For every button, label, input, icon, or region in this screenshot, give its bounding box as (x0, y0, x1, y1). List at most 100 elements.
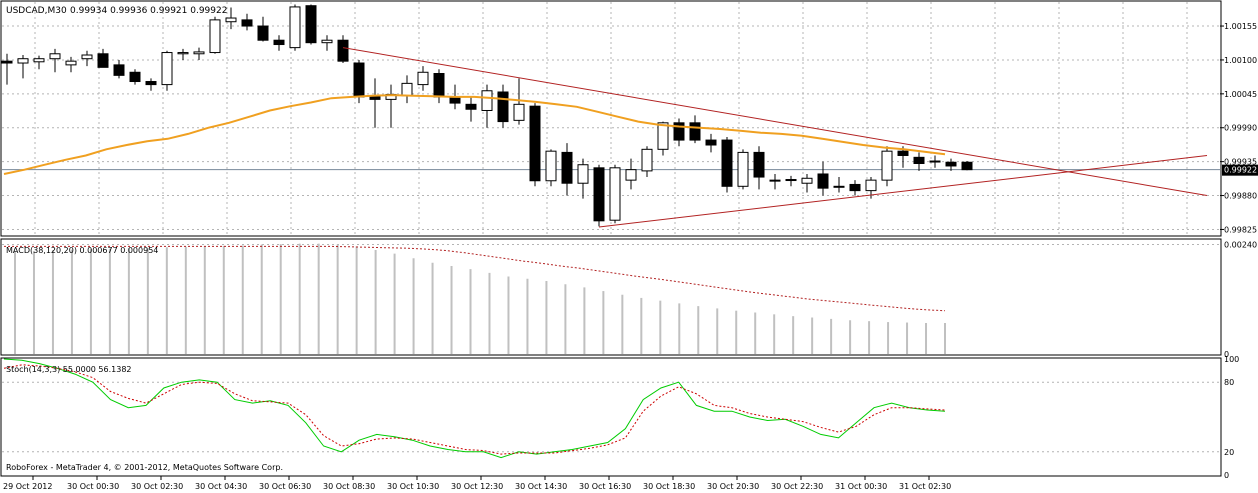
candle-body (945, 161, 957, 167)
trendline (598, 154, 1208, 228)
candle-body (529, 105, 541, 182)
candle-body (97, 53, 109, 68)
macd-panel (0, 238, 1222, 356)
candle-body (33, 58, 45, 63)
candle-body (129, 71, 141, 83)
moving-average-line (3, 94, 946, 175)
stoch-main-line (3, 358, 946, 459)
candle-body (17, 58, 29, 64)
y-tick-label: 0.99935 (1224, 158, 1257, 167)
y-tick-label: 1.00100 (1224, 56, 1257, 65)
y-tick-label: 0.99880 (1224, 192, 1257, 201)
candle-body (177, 52, 189, 55)
macd-series (4, 243, 946, 354)
y-tick-label: 0.99990 (1224, 124, 1257, 133)
candle-body (961, 161, 973, 171)
candle-body (225, 17, 237, 23)
candle-body (193, 51, 205, 55)
price-series (1, 4, 1220, 228)
candle-body (785, 179, 797, 182)
stoch-panel (0, 357, 1222, 477)
macd-signal-line (4, 245, 946, 312)
stoch-signal-line (3, 364, 946, 455)
candle-body (465, 103, 477, 110)
candle-body (1, 60, 13, 64)
candle-body (417, 71, 429, 86)
candle-body (881, 150, 893, 181)
macd-y-label: 0 (1224, 350, 1229, 359)
candle-body (353, 62, 365, 98)
candle-body (753, 151, 765, 178)
candle-body (545, 150, 557, 182)
candle-body (289, 6, 301, 49)
macd-y-label: 0.00240 (1224, 241, 1257, 250)
symbol-title: USDCAD,M30 (6, 6, 67, 16)
candle-body (257, 25, 269, 41)
candle-body (625, 169, 637, 181)
x-tick-label: 30 Oct 08:30 (323, 482, 375, 491)
candle-body (113, 64, 125, 76)
candle-body (641, 148, 653, 172)
stoch-y-label: 20 (1224, 448, 1234, 457)
x-tick-label: 30 Oct 02:30 (131, 482, 183, 491)
candle-body (161, 52, 173, 86)
candle-body (593, 167, 605, 222)
candle-body (721, 139, 733, 187)
candle-body (81, 54, 93, 60)
x-tick-label: 30 Oct 18:30 (643, 482, 695, 491)
x-tick-label: 30 Oct 12:30 (451, 482, 503, 491)
trendline (342, 47, 1208, 197)
x-tick-label: 30 Oct 22:30 (771, 482, 823, 491)
candle-body (833, 185, 845, 188)
x-tick-label: 30 Oct 00:30 (67, 482, 119, 491)
candle-body (673, 122, 685, 141)
x-tick-label: 30 Oct 16:30 (579, 482, 631, 491)
y-tick-label: 0.99825 (1224, 225, 1257, 234)
candle-body (801, 177, 813, 184)
candle-body (497, 91, 509, 123)
candle-body (305, 5, 317, 44)
axis-labels: 1.00155 1.00100 1.00045 0.99990 0.99935 0.998… (3, 22, 1257, 491)
stoch-y-label: 0 (1224, 471, 1229, 480)
x-tick-label: 31 Oct 02:30 (899, 482, 951, 491)
y-tick-label: 1.00155 (1224, 22, 1257, 31)
x-tick-label: 30 Oct 06:30 (259, 482, 311, 491)
x-tick-label: 30 Oct 04:30 (195, 482, 247, 491)
candle-body (145, 81, 157, 86)
candle-body (769, 179, 781, 182)
candle-body (433, 73, 445, 98)
grid (2, 2, 1220, 453)
candle-body (897, 150, 909, 156)
candle-body (401, 82, 413, 97)
candle-body (65, 60, 77, 66)
stoch-series (3, 358, 946, 459)
macd-label: MACD(38,120,20) 0.000677 0.000954 (6, 246, 158, 255)
y-tick-label: 1.00045 (1224, 90, 1257, 99)
candle-body (609, 167, 621, 221)
candle-body (369, 96, 381, 100)
candle-body (737, 151, 749, 187)
candle-body (689, 122, 701, 141)
x-tick-label: 30 Oct 14:30 (515, 482, 567, 491)
candle-body (337, 39, 349, 62)
candle-body (577, 164, 589, 184)
candle-body (241, 19, 253, 27)
x-tick-label: 31 Oct 00:30 (835, 482, 887, 491)
copyright-text: RoboForex - MetaTrader 4, © 2001-2012, M… (6, 463, 283, 472)
candle-body (817, 173, 829, 189)
current-price-label: 0.99922 (1224, 166, 1257, 175)
candle-body (513, 103, 525, 121)
stoch-y-label: 100 (1224, 355, 1239, 364)
candle-body (657, 122, 669, 150)
x-tick-label: 30 Oct 20:30 (707, 482, 759, 491)
current-price-box (1222, 164, 1258, 176)
candle-body (321, 39, 333, 44)
candle-body (49, 53, 61, 60)
candle-body (913, 156, 925, 164)
x-tick-label: 29 Oct 2012 (3, 482, 52, 491)
candle-body (849, 183, 861, 192)
ohlc-values: 0.99934 0.99936 0.99921 0.99922 (70, 6, 227, 16)
candle-body (561, 151, 573, 184)
x-tick-label: 30 Oct 10:30 (387, 482, 439, 491)
